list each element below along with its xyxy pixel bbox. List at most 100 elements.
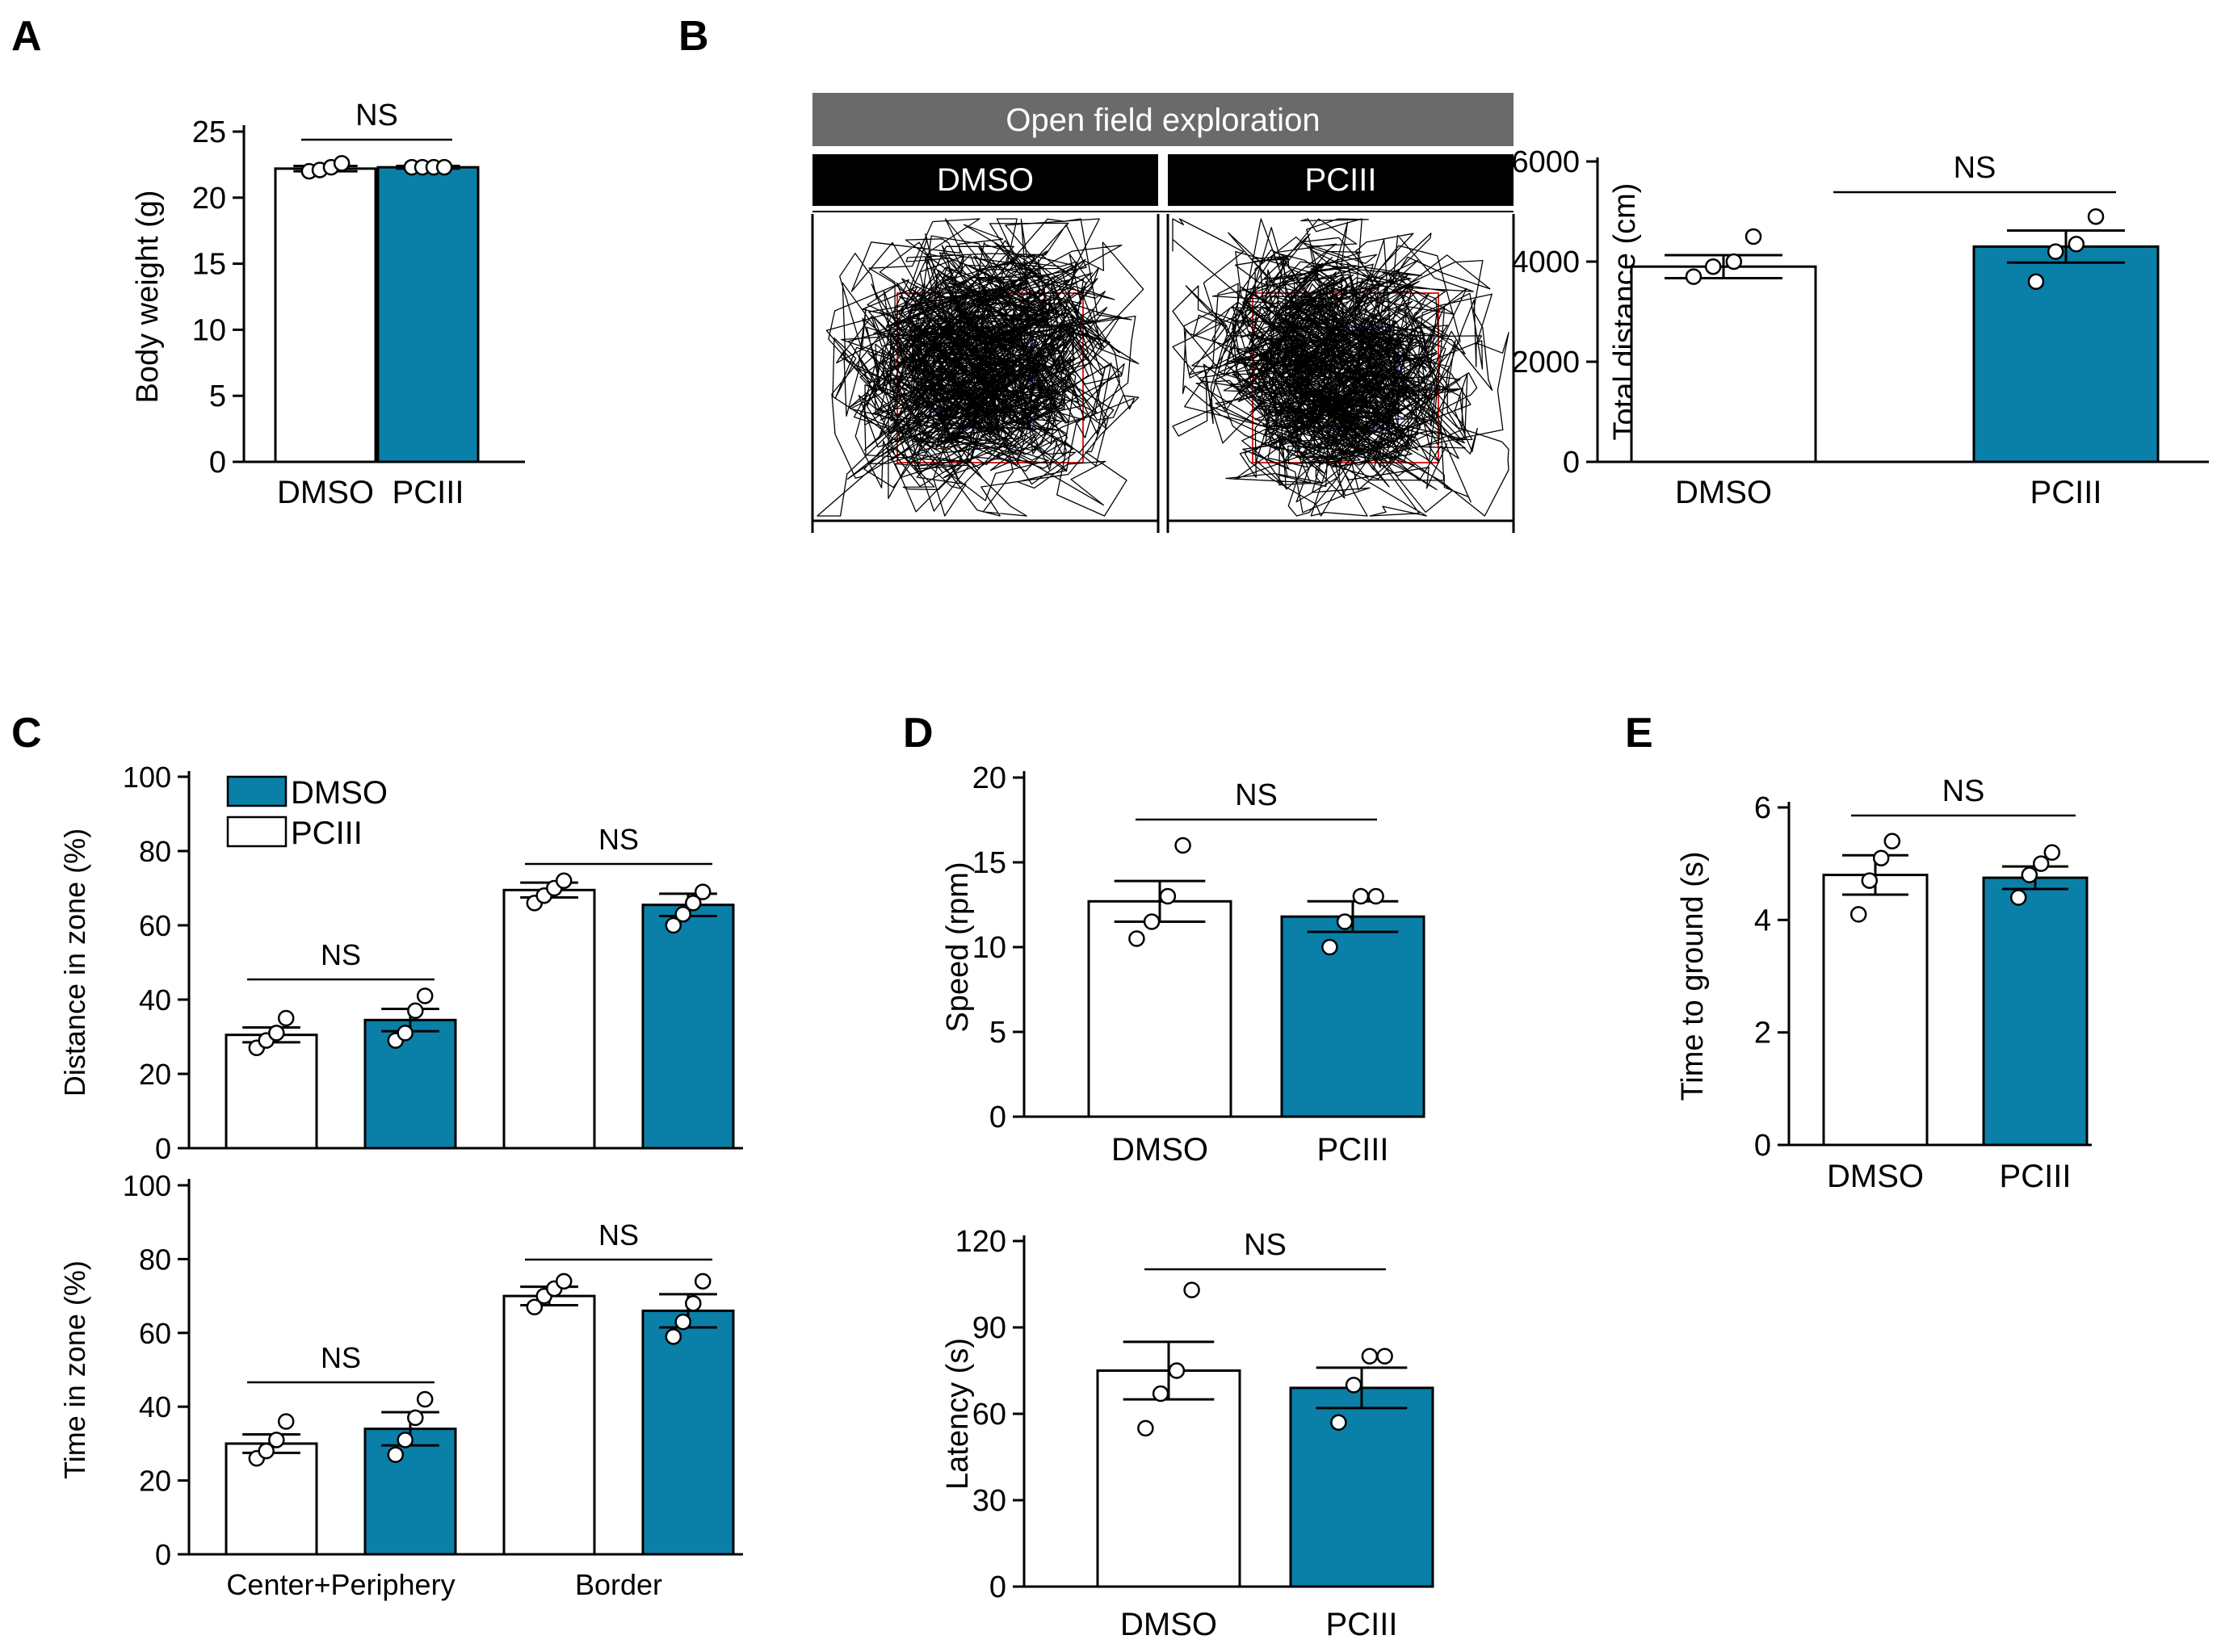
y-tick-label: 40 [139, 1390, 171, 1423]
data-point [435, 158, 453, 176]
data-point [1345, 1377, 1362, 1394]
chart-e: 0 2 4 6 Time to ground (s) DMSO PCIII NS [1676, 774, 2092, 1194]
y-tick-label: 20 [972, 761, 1006, 795]
category-label: DMSO [1675, 475, 1772, 510]
data-point [1336, 913, 1354, 930]
data-point [1137, 1419, 1154, 1437]
bar [363, 1428, 457, 1556]
y-tick-label: 15 [192, 248, 226, 282]
y-tick-label: 60 [972, 1398, 1006, 1432]
data-point [1861, 872, 1879, 889]
data-point [1685, 268, 1702, 285]
chart-c-time: 0 20 40 60 80 100 Time in zone (%) Center+Perip… [58, 1169, 743, 1601]
open-field-dmso-header [812, 154, 1158, 206]
y-tick-label: 0 [155, 1538, 171, 1571]
data-point [2027, 273, 2045, 291]
data-point [685, 1294, 702, 1312]
chart-a: 0 5 10 15 20 25 Body weight (g) DMSO PCIII NS [131, 99, 525, 510]
y-axis-label: Body weight (g) [131, 190, 165, 403]
data-point [397, 1025, 414, 1042]
data-point [1704, 258, 1722, 275]
y-axis-label: Latency (s) [941, 1338, 975, 1490]
legend: DMSO PCIII [226, 775, 388, 851]
category-label: DMSO [1827, 1159, 1924, 1194]
category-label: PCIII [2000, 1159, 2072, 1194]
data-point [416, 987, 434, 1004]
bar [225, 1034, 318, 1150]
data-point [2047, 243, 2064, 260]
significance-label: NS [355, 99, 398, 132]
bar [363, 1018, 457, 1150]
y-tick-label: 2 [1754, 1017, 1771, 1050]
significance-label: NS [1244, 1228, 1287, 1262]
y-axis-label: Speed (rpm) [941, 862, 975, 1032]
data-point [1849, 906, 1867, 923]
y-tick-label: 6 [1754, 791, 1771, 825]
panel-label-d: D [903, 710, 934, 757]
chart-d-speed: 0 5 10 15 20 Speed (rpm) DMSO PCIII NS [941, 761, 1425, 1168]
y-tick-label: 90 [972, 1311, 1006, 1345]
data-point [674, 905, 691, 923]
y-tick-label: 60 [139, 909, 171, 942]
y-tick-label: 0 [989, 1101, 1006, 1134]
y-tick-label: 0 [989, 1570, 1006, 1604]
y-tick-label: 0 [1754, 1129, 1771, 1163]
data-point [1174, 836, 1191, 854]
y-tick-label: 20 [139, 1058, 171, 1091]
bar [376, 166, 480, 463]
data-point [1330, 1414, 1347, 1431]
y-tick-label: 20 [192, 182, 226, 216]
y-axis-label: Time in zone (%) [58, 1260, 91, 1479]
bar [502, 1294, 596, 1556]
data-point [1168, 1362, 1186, 1379]
legend-swatch-dmso [226, 775, 288, 807]
significance-label: NS [1235, 778, 1278, 812]
data-point [258, 1442, 275, 1460]
panel-label-e: E [1625, 710, 1653, 757]
legend-label-dmso: DMSO [291, 775, 388, 811]
bar [1982, 876, 2089, 1147]
category-label: Center+Periphery [226, 1568, 455, 1601]
bar [641, 904, 735, 1150]
data-point [2021, 866, 2038, 883]
significance-label: NS [1942, 774, 1985, 808]
data-point [2009, 889, 2027, 906]
bar [1972, 245, 2160, 463]
data-point [1183, 1281, 1200, 1298]
y-tick-label: 0 [209, 446, 226, 480]
y-tick-label: 60 [139, 1317, 171, 1350]
significance-label: NS [598, 1218, 639, 1252]
panel-label-b: B [678, 13, 709, 60]
data-point [277, 1413, 295, 1430]
y-tick-label: 40 [139, 983, 171, 1017]
significance-label: NS [598, 823, 639, 856]
panel-label-c: C [11, 710, 42, 757]
data-point [674, 1313, 691, 1331]
bar [1087, 899, 1232, 1118]
panel-label-a: A [11, 13, 42, 60]
data-point [694, 883, 712, 900]
data-point [1361, 1348, 1379, 1365]
arena-dmso [811, 214, 1160, 533]
data-point [526, 1298, 544, 1316]
y-tick-label: 20 [139, 1465, 171, 1498]
data-point [555, 1273, 573, 1290]
y-tick-label: 0 [155, 1132, 171, 1165]
legend-label-pciii: PCIII [291, 816, 363, 851]
category-label: DMSO [1111, 1132, 1208, 1168]
data-point [1367, 887, 1384, 905]
open-field-title: Open field exploration [1006, 103, 1320, 138]
data-point [2087, 208, 2105, 225]
data-point [665, 1328, 682, 1345]
bar [641, 1309, 735, 1556]
data-point [1159, 887, 1177, 905]
data-point [1725, 253, 1743, 270]
category-label: PCIII [1326, 1607, 1398, 1642]
y-tick-label: 2000 [1511, 346, 1580, 379]
data-point [407, 1002, 424, 1020]
y-axis-label: Distance in zone (%) [58, 828, 91, 1096]
category-label: DMSO [277, 475, 374, 510]
data-point [1883, 832, 1901, 850]
y-tick-label: 80 [139, 835, 171, 868]
